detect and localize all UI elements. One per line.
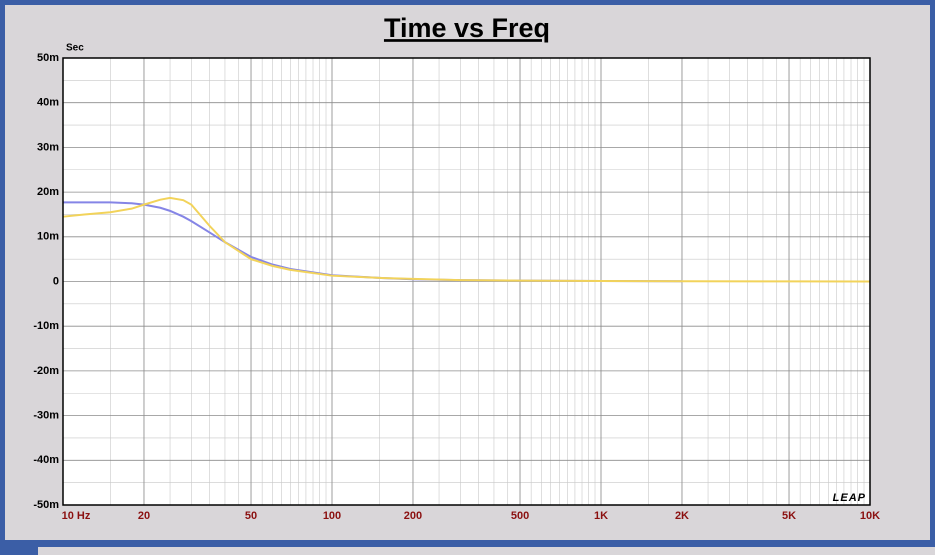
y-tick-label: 30m	[37, 141, 59, 153]
y-axis-label: Sec	[66, 43, 84, 54]
x-tick-label: 2K	[675, 510, 689, 522]
y-tick-label: -20m	[33, 365, 59, 377]
plot-frame	[62, 57, 871, 506]
series-line	[62, 196, 871, 283]
x-tick-label: 1K	[594, 510, 608, 522]
y-tick-label: 20m	[37, 186, 59, 198]
y-tick-label: -10m	[33, 320, 59, 332]
x-tick-label: 20	[138, 510, 150, 522]
y-tick-label: 0	[53, 275, 59, 287]
chart-title: Time vs Freq	[384, 13, 550, 43]
y-tick-label: -30m	[33, 410, 59, 422]
x-tick-label: 10K	[860, 510, 880, 522]
y-tick-label: -40m	[33, 454, 59, 466]
y-tick-label: 50m	[37, 52, 59, 64]
x-tick-label: 5K	[782, 510, 796, 522]
x-tick-label: 50	[245, 510, 257, 522]
y-tick-label: 10m	[37, 231, 59, 243]
y-tick-label: 40m	[37, 97, 59, 109]
x-tick-label: 500	[511, 510, 529, 522]
logo: LEAP	[833, 492, 866, 504]
x-tick-label: 100	[323, 510, 341, 522]
x-tick-label: 200	[404, 510, 422, 522]
bottom-panel	[38, 547, 935, 555]
x-tick-label: 10 Hz	[62, 510, 91, 522]
y-tick-label: -50m	[33, 499, 59, 511]
